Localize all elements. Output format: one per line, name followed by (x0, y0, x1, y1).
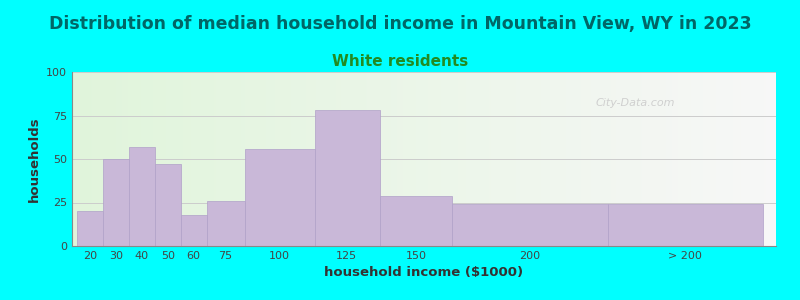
Bar (129, 147, 155, 246)
Text: Distribution of median household income in Mountain View, WY in 2023: Distribution of median household income … (49, 15, 751, 33)
Y-axis label: households: households (27, 116, 41, 202)
Bar (380, 196, 453, 246)
X-axis label: household income ($1000): household income ($1000) (325, 266, 523, 279)
Bar (206, 201, 246, 246)
Bar (77, 211, 103, 246)
Bar (181, 215, 206, 246)
Bar (453, 204, 608, 246)
Bar (155, 164, 181, 246)
Text: City-Data.com: City-Data.com (595, 98, 675, 108)
Bar (608, 204, 763, 246)
Bar (246, 148, 315, 246)
Bar (315, 110, 380, 246)
Bar (103, 159, 129, 246)
Text: White residents: White residents (332, 54, 468, 69)
